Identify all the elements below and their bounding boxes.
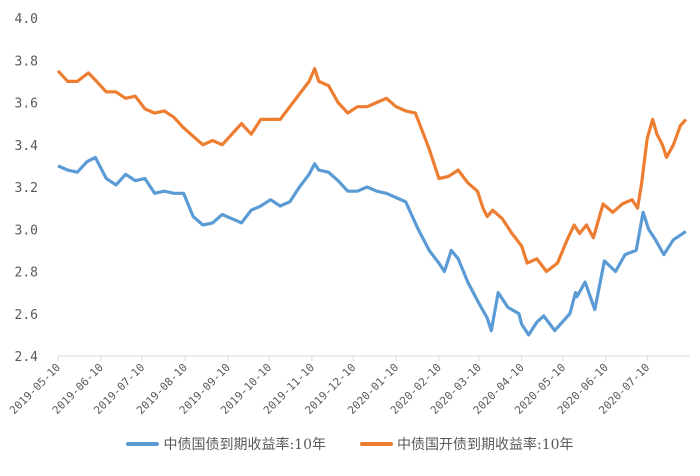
- legend-swatch-orange: [360, 442, 393, 446]
- y-tick-label: 3.2: [15, 181, 38, 196]
- y-tick-label: 2.4: [15, 350, 39, 365]
- legend: 中债国债到期收益率:10年 中债国开债到期收益率:10年: [0, 434, 700, 454]
- y-tick-label: 3.6: [15, 97, 38, 112]
- legend-item-govt-bond: 中债国债到期收益率:10年: [126, 434, 326, 454]
- y-tick-label: 3.8: [15, 54, 38, 69]
- y-tick-label: 4.0: [15, 12, 38, 27]
- y-tick-label: 3.4: [15, 139, 39, 154]
- legend-label: 中债国债到期收益率:10年: [163, 437, 326, 453]
- legend-swatch-blue: [126, 442, 160, 446]
- y-axis: 2.4 2.6 2.8 3.0 3.2 3.4 3.6 3.8 4.0: [15, 12, 39, 365]
- series-line-0: [57, 155, 687, 337]
- series-line-1: [56, 67, 688, 274]
- y-tick-label: 3.0: [15, 223, 38, 238]
- y-tick-label: 2.8: [15, 266, 38, 281]
- series-lines: [56, 67, 688, 337]
- y-tick-label: 2.6: [15, 308, 38, 323]
- x-axis: 2019-05-102019-06-102019-07-102019-08-10…: [7, 356, 652, 417]
- line-chart: 2.4 2.6 2.8 3.0 3.2 3.4 3.6 3.8 4.0 2019-05-1020…: [7, 12, 690, 417]
- legend-item-cdb-bond: 中债国开债到期收益率:10年: [360, 434, 574, 454]
- legend-label: 中债国开债到期收益率:10年: [397, 437, 574, 453]
